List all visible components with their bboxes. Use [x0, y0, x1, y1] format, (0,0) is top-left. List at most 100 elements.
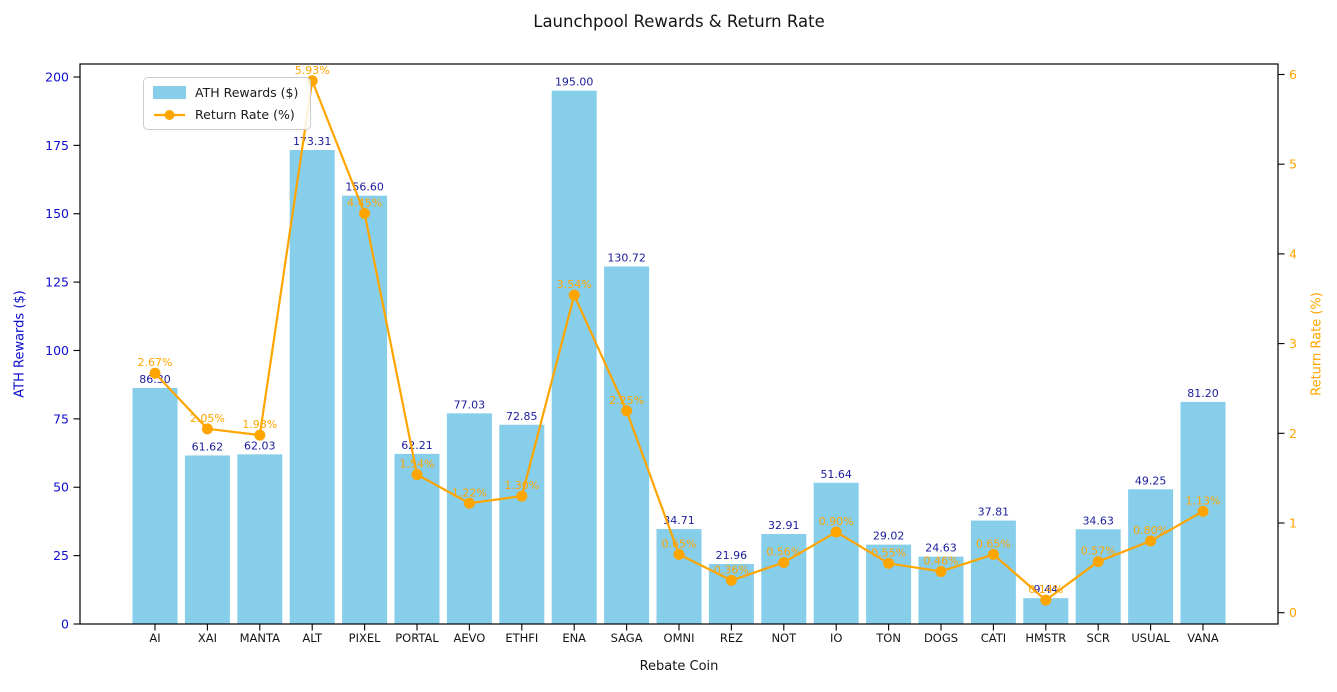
- right-tick-label-0: 0: [1289, 605, 1297, 620]
- x-tick-label-CATI: CATI: [981, 631, 1006, 645]
- bar-value-label-ENA: 195.00: [555, 76, 594, 89]
- bar-value-label-ALT: 173.31: [293, 135, 332, 148]
- bar-value-label-USUAL: 49.25: [1135, 474, 1167, 487]
- bar-value-label-CATI: 37.81: [978, 506, 1010, 519]
- return-rate-label-AI: 2.67%: [138, 356, 173, 369]
- x-tick-label-AI: AI: [149, 631, 160, 645]
- return-rate-label-PIXEL: 4.45%: [347, 197, 382, 210]
- x-tick-label-PIXEL: PIXEL: [349, 631, 381, 645]
- bar-swatch-icon: [153, 86, 186, 99]
- bar-XAI: [184, 455, 230, 624]
- left-tick-label-100: 100: [45, 343, 69, 358]
- bar-NOT: [761, 533, 807, 624]
- x-tick-label-IO: IO: [830, 631, 842, 645]
- right-tick-label-2: 2: [1289, 426, 1297, 441]
- return-rate-label-VANA: 1.13%: [1186, 494, 1221, 507]
- return-rate-label-DOGS: 0.46%: [924, 554, 959, 567]
- bar-USUAL: [1128, 489, 1174, 624]
- return-rate-label-ENA: 3.54%: [557, 278, 592, 291]
- line-marker-ENA: [568, 289, 580, 301]
- line-marker-HMSTR: [1040, 594, 1052, 606]
- line-marker-REZ: [725, 574, 737, 586]
- bar-value-label-OMNI: 34.71: [663, 514, 695, 527]
- return-rate-label-AEVO: 1.22%: [452, 486, 487, 499]
- bar-value-label-VANA: 81.20: [1187, 387, 1219, 400]
- line-marker-SAGA: [621, 405, 633, 417]
- legend-label-line: Return Rate (%): [195, 107, 295, 122]
- x-tick-label-ALT: ALT: [302, 631, 323, 645]
- return-rate-label-OMNI: 0.65%: [662, 537, 697, 550]
- bar-ENA: [551, 90, 597, 624]
- x-tick-label-VANA: VANA: [1187, 631, 1219, 645]
- bar-value-label-MANTA: 62.03: [244, 439, 276, 452]
- bar-PIXEL: [342, 195, 388, 624]
- line-marker-IO: [830, 526, 842, 538]
- plot-border: [79, 63, 1279, 625]
- x-tick-label-REZ: REZ: [720, 631, 743, 645]
- return-rate-label-ETHFI: 1.30%: [504, 479, 539, 492]
- line-marker-PIXEL: [359, 208, 371, 220]
- right-tick-label-3: 3: [1289, 336, 1297, 351]
- bar-CATI: [970, 520, 1016, 624]
- right-tick-label-1: 1: [1289, 516, 1297, 531]
- left-tick-label-75: 75: [53, 411, 69, 426]
- legend-item-line: Return Rate (%): [153, 107, 298, 122]
- line-marker-DOGS: [935, 565, 947, 577]
- bar-OMNI: [656, 529, 702, 624]
- x-tick-label-AEVO: AEVO: [453, 631, 485, 645]
- return-rate-label-REZ: 0.36%: [714, 563, 749, 576]
- line-marker-AI: [149, 367, 161, 379]
- bar-value-label-REZ: 21.96: [716, 549, 748, 562]
- left-tick-label-200: 200: [45, 69, 69, 84]
- bar-SCR: [1075, 529, 1121, 624]
- x-tick-label-SCR: SCR: [1087, 631, 1110, 645]
- legend-label-bar: ATH Rewards ($): [195, 85, 299, 100]
- x-tick-label-ETHFI: ETHFI: [505, 631, 538, 645]
- legend-item-bar: ATH Rewards ($): [153, 85, 298, 100]
- legend: ATH Rewards ($) Return Rate (%): [143, 77, 312, 130]
- bar-ETHFI: [499, 424, 545, 624]
- line-marker-OMNI: [673, 548, 685, 560]
- return-rate-label-USUAL: 0.80%: [1133, 524, 1168, 537]
- return-rate-label-TON: 0.55%: [871, 546, 906, 559]
- bar-value-label-PORTAL: 62.21: [401, 439, 433, 452]
- bar-MANTA: [237, 454, 283, 624]
- right-tick-label-4: 4: [1289, 246, 1297, 261]
- line-marker-VANA: [1197, 505, 1209, 517]
- return-rate-label-NOT: 0.56%: [766, 545, 801, 558]
- bar-AI: [132, 387, 178, 624]
- x-tick-label-SAGA: SAGA: [611, 631, 643, 645]
- bar-value-label-SAGA: 130.72: [607, 251, 646, 264]
- bar-TON: [866, 544, 912, 624]
- left-tick-label-50: 50: [53, 480, 69, 495]
- return-rate-label-ALT: 5.93%: [295, 64, 330, 77]
- return-rate-label-CATI: 0.65%: [976, 537, 1011, 550]
- line-marker-SCR: [1092, 556, 1104, 568]
- line-marker-NOT: [778, 556, 790, 568]
- return-rate-label-XAI: 2.05%: [190, 412, 225, 425]
- right-tick-label-6: 6: [1289, 67, 1297, 82]
- line-marker-icon: [154, 109, 185, 120]
- x-tick-label-ENA: ENA: [562, 631, 586, 645]
- x-tick-label-USUAL: USUAL: [1131, 631, 1170, 645]
- line-marker-PORTAL: [411, 469, 423, 481]
- line-marker-ETHFI: [516, 490, 528, 502]
- x-tick-label-DOGS: DOGS: [924, 631, 958, 645]
- bar-value-label-NOT: 32.91: [768, 519, 800, 532]
- bar-value-label-AEVO: 77.03: [454, 398, 486, 411]
- return-rate-label-PORTAL: 1.54%: [400, 458, 435, 471]
- return-rate-label-MANTA: 1.98%: [242, 418, 277, 431]
- return-rate-label-SCR: 0.57%: [1081, 545, 1116, 558]
- left-tick-label-25: 25: [53, 548, 69, 563]
- x-tick-label-PORTAL: PORTAL: [395, 631, 439, 645]
- bar-value-label-DOGS: 24.63: [925, 542, 957, 555]
- line-marker-TON: [883, 557, 895, 569]
- x-tick-label-HMSTR: HMSTR: [1025, 631, 1066, 645]
- bar-AEVO: [446, 413, 492, 624]
- x-axis-title: Rebate Coin: [639, 659, 719, 674]
- bar-SAGA: [604, 266, 650, 624]
- line-marker-AEVO: [463, 497, 475, 509]
- bar-value-label-SCR: 34.63: [1082, 514, 1114, 527]
